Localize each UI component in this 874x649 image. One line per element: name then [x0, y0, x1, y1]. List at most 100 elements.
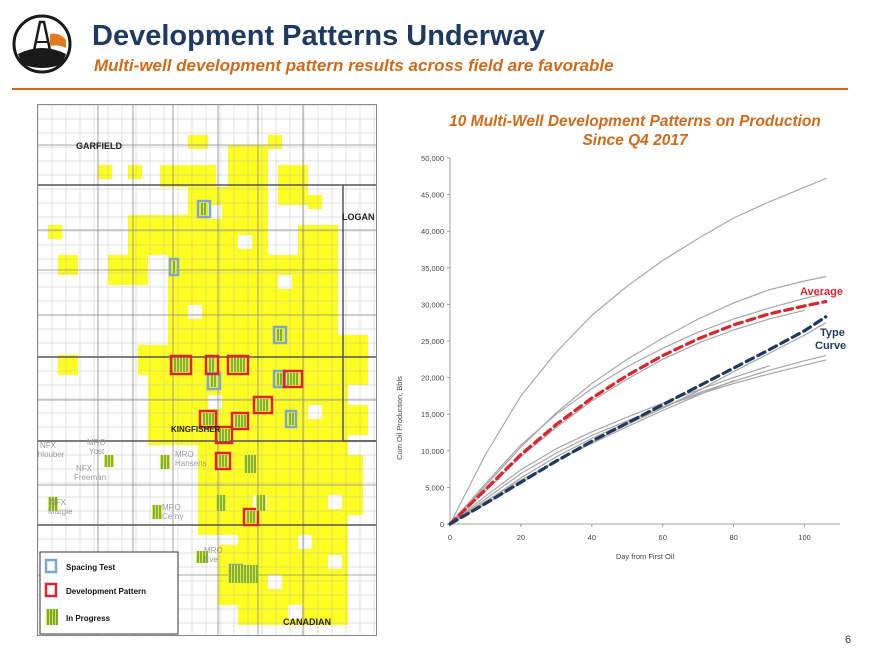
well-label-line1: MRO	[87, 438, 106, 447]
in-progress-marker	[104, 455, 114, 467]
legend-item-spacing-test: Spacing Test	[44, 558, 116, 574]
spacing-test-marker	[168, 257, 180, 277]
acreage-block	[308, 195, 322, 209]
y-tick-label: 25,000	[421, 337, 444, 346]
in-progress-marker	[202, 413, 214, 425]
page-subtitle: Multi-well development pattern results a…	[94, 56, 614, 75]
acreage-block	[48, 225, 62, 239]
acreage-block	[128, 165, 142, 179]
well-label-line2: Margie	[48, 507, 73, 516]
well-series-line	[449, 177, 827, 525]
in-progress-marker	[208, 358, 216, 372]
annotation-curve: Curve	[815, 340, 846, 352]
well-series-line	[449, 355, 827, 525]
development-pattern-marker	[198, 409, 218, 429]
spacing-test-swatch	[44, 558, 58, 574]
legend-item-in-progress: In Progress	[46, 609, 111, 625]
in-progress-marker	[228, 565, 258, 583]
in-progress-marker	[173, 358, 189, 372]
y-tick-label: 10,000	[421, 447, 444, 456]
map-legend: Spacing Test Development Pattern In Prog…	[39, 551, 179, 635]
y-axis-label: Cum Oil Production, Bbls	[395, 376, 404, 460]
spacing-test-marker	[272, 325, 288, 345]
in-progress-marker	[246, 511, 256, 523]
acreage-gap	[298, 535, 312, 549]
in-progress-marker	[200, 203, 208, 215]
x-tick-label: 40	[588, 533, 596, 542]
development-pattern-marker	[226, 354, 250, 376]
x-axis-label: Day from First Oil	[616, 552, 675, 561]
x-tick-label: 0	[448, 533, 452, 542]
development-pattern-marker	[230, 411, 250, 431]
development-pattern-marker	[204, 354, 220, 376]
y-tick-label: 30,000	[421, 300, 444, 309]
well-labels: NFX Chlouber MRO Yost NFX Freeman MRO Ha…	[37, 438, 223, 564]
acreage-block	[268, 135, 282, 149]
well-label-line2: Chlouber	[37, 450, 65, 459]
acreage-block	[98, 165, 112, 179]
development-pattern-swatch	[44, 582, 58, 598]
y-tick-label: 45,000	[421, 191, 444, 200]
in-progress-marker	[160, 455, 170, 469]
y-tick-label: 40,000	[421, 227, 444, 236]
well-markers	[48, 199, 304, 583]
in-progress-marker	[276, 373, 284, 385]
acreage-block	[138, 345, 168, 375]
acreage-block	[128, 215, 188, 255]
development-pattern-marker	[169, 354, 193, 376]
in-progress-marker	[172, 261, 176, 273]
acreage-block	[58, 255, 78, 275]
legend-item-development-pattern: Development Pattern	[44, 582, 146, 598]
in-progress-marker	[218, 429, 230, 441]
in-progress-marker	[210, 375, 218, 387]
county-label-logan: LOGAN	[342, 212, 375, 222]
well-series-line	[449, 365, 770, 525]
chart-series	[448, 177, 828, 526]
legend-label: In Progress	[66, 614, 111, 623]
x-tick-label: 20	[517, 533, 525, 542]
in-progress-marker	[230, 358, 246, 372]
y-tick-label: 5,000	[425, 483, 444, 492]
well-label-line2: Cerny	[162, 512, 183, 521]
development-pattern-marker	[214, 451, 232, 471]
well-series-line	[449, 322, 827, 525]
well-label-line2: Hansens	[175, 459, 207, 468]
in-progress-marker	[196, 551, 208, 563]
x-tick-label: 60	[659, 533, 667, 542]
well-label-line1: NFX	[40, 441, 57, 450]
county-label-canadian: CANADIAN	[283, 617, 331, 627]
in-progress-marker	[216, 495, 226, 511]
acreage-block	[188, 135, 208, 149]
company-logo	[12, 14, 72, 74]
development-pattern-marker	[242, 507, 260, 527]
in-progress-marker	[286, 373, 300, 385]
in-progress-marker	[218, 455, 228, 467]
well-label-line1: NFX	[76, 464, 93, 473]
chart-axes: 0 5,000 10,000 15,000 20,000 25,000 30,000 35,0…	[421, 154, 840, 542]
x-tick-label: 100	[798, 533, 811, 542]
acreage-block	[58, 355, 78, 375]
in-progress-marker	[152, 505, 162, 519]
well-series-line	[449, 379, 735, 525]
acreage-block	[160, 165, 216, 187]
well-series-line	[449, 359, 827, 525]
legend-label: Development Pattern	[66, 587, 146, 596]
acreage-gap	[238, 235, 252, 249]
development-pattern-marker	[214, 425, 234, 445]
chart-title: 10 Multi-Well Development Patterns on Pr…	[449, 113, 821, 149]
page-number: 6	[845, 634, 852, 646]
development-pattern-marker	[252, 395, 274, 415]
spacing-test-marker	[284, 409, 298, 429]
spacing-test-marker	[196, 199, 212, 219]
annotation-type: Type	[820, 327, 845, 339]
acreage-gap	[208, 205, 222, 219]
in-progress-marker	[256, 495, 266, 511]
header-divider	[12, 88, 848, 90]
well-label-line1: MRO	[162, 503, 181, 512]
in-progress-swatch	[46, 609, 58, 625]
acreage-gap	[308, 405, 322, 419]
legend-label: Spacing Test	[66, 563, 116, 572]
y-tick-label: 35,000	[421, 264, 444, 273]
well-label-line1: MRO	[204, 546, 223, 555]
x-tick-label: 80	[729, 533, 737, 542]
